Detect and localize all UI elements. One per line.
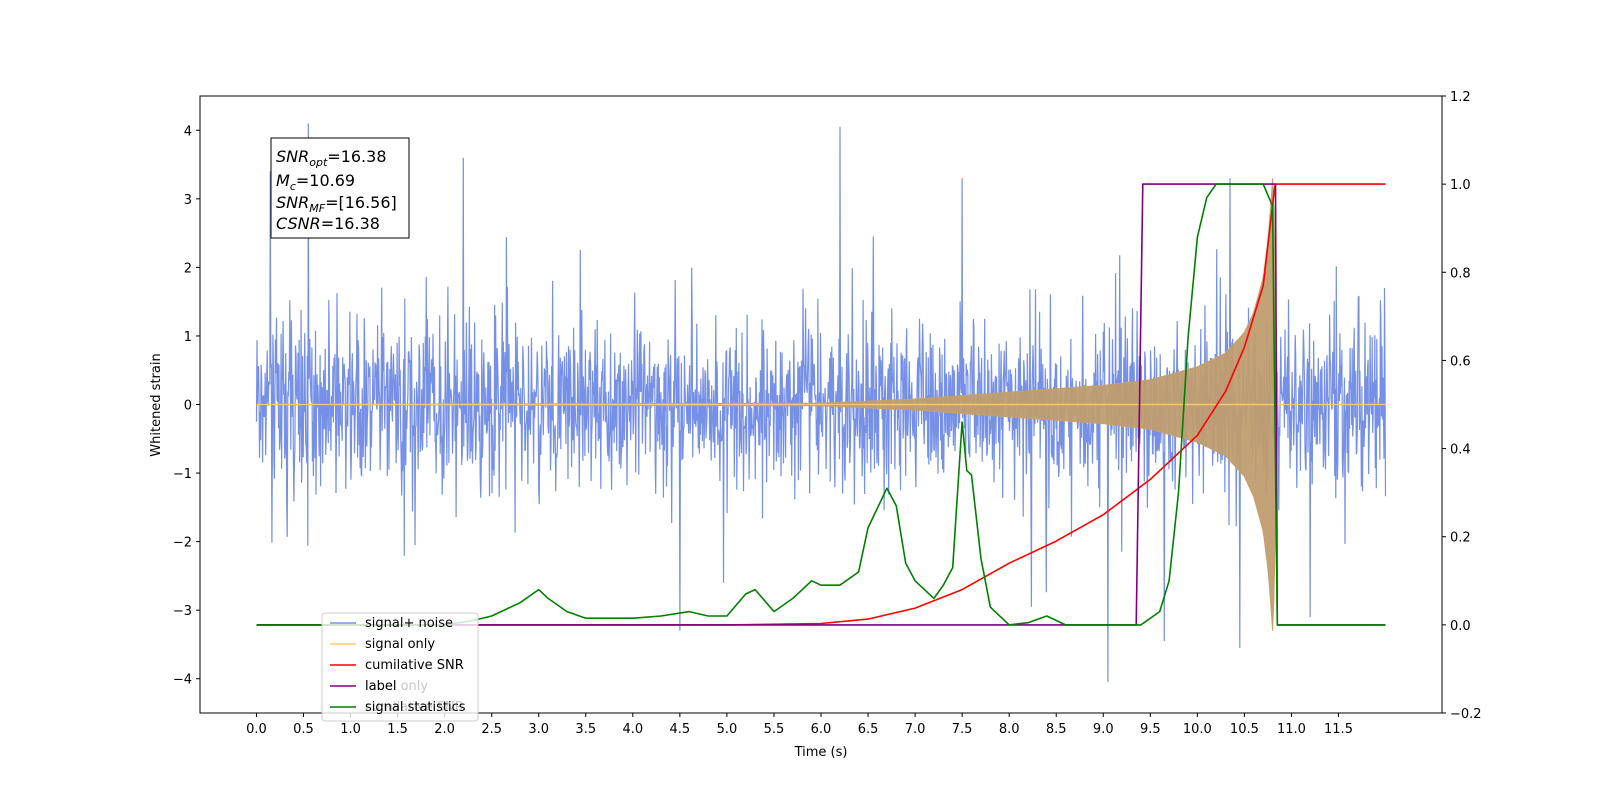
legend-ghost-label: cumilative SNR: [365, 700, 464, 715]
legend-label: signal+ noise: [365, 616, 453, 631]
x-tick-label: 2.0: [434, 722, 455, 737]
x-tick-label: 5.5: [764, 722, 785, 737]
x-tick-label: 2.5: [481, 722, 502, 737]
y-tick-label: 1: [184, 330, 192, 345]
legend-label: cumilative SNR: [365, 658, 464, 673]
x-tick-label: 10.0: [1183, 722, 1212, 737]
y2-tick-label: 0.2: [1450, 531, 1471, 546]
annotation-snr-mf: SNRMF=[16.56]: [276, 193, 397, 215]
x-tick-label: 9.0: [1093, 722, 1114, 737]
annotation-mc: Mc=10.69: [276, 171, 355, 193]
y-tick-label: 4: [184, 124, 192, 139]
y2-tick-label: 1.0: [1450, 178, 1471, 193]
y-tick-label: −2: [173, 536, 192, 551]
annotation-csnr: CSNR=16.38: [276, 214, 380, 233]
y2-tick-label: 1.2: [1450, 90, 1471, 105]
x-tick-label: 7.5: [952, 722, 973, 737]
legend: label only cumilative SNR signal+ noise s…: [321, 612, 479, 722]
series-cumilative-snr: [256, 183, 1386, 626]
y-tick-label: −3: [173, 604, 192, 619]
x-tick-label: 6.0: [811, 722, 832, 737]
x-tick-label: 8.0: [999, 722, 1020, 737]
plot-series: [255, 123, 1387, 683]
x-tick-label: 1.5: [387, 722, 408, 737]
x-tick-label: 5.0: [717, 722, 738, 737]
y2-tick-label: 0.4: [1450, 443, 1471, 458]
series-signal-statistics: [256, 183, 1386, 626]
y-tick-label: 0: [184, 399, 192, 414]
x-tick-label: 3.5: [575, 722, 596, 737]
x-tick-label: 1.0: [340, 722, 361, 737]
annotation-box: SNRopt=16.38 Mc=10.69 SNRMF=[16.56] CSNR…: [270, 137, 410, 239]
legend-label: signal only: [365, 637, 435, 652]
x-tick-label: 7.0: [905, 722, 926, 737]
legend-label: label: [365, 679, 396, 694]
y-axis-label: Whitened strain: [149, 353, 164, 456]
x-tick-label: 8.5: [1046, 722, 1067, 737]
legend-frame: [321, 612, 479, 722]
axes: 0.0 0.5 1.0 1.5 2.0 2.5 3.0 3.5 4.0 4.5 5.0 5.5 6.0 6…: [173, 90, 1482, 737]
x-axis-label: Time (s): [794, 745, 848, 760]
legend-label: signal statistics: [365, 700, 466, 715]
x-tick-label: 10.5: [1230, 722, 1259, 737]
y-tick-label: 3: [184, 193, 192, 208]
x-tick-label: 0.5: [293, 722, 314, 737]
y2-tick-label: −0.2: [1450, 707, 1482, 722]
y2-tick-label: 0.8: [1450, 266, 1471, 281]
y-tick-label: −4: [173, 673, 192, 688]
y-tick-label: 2: [184, 261, 192, 276]
annotation-snr-opt: SNRopt=16.38: [276, 147, 387, 169]
y2-tick-label: 0.6: [1450, 354, 1471, 369]
x-tick-label: 9.5: [1140, 722, 1161, 737]
x-tick-label: 6.5: [858, 722, 879, 737]
x-tick-label: 0.0: [246, 722, 267, 737]
legend-ghost-label: label only: [365, 679, 428, 694]
y-tick-label: −1: [173, 467, 192, 482]
x-tick-label: 3.0: [528, 722, 549, 737]
x-tick-label: 11.5: [1324, 722, 1353, 737]
x-tick-label: 11.0: [1277, 722, 1306, 737]
x-tick-label: 4.0: [622, 722, 643, 737]
y2-tick-label: 0.0: [1450, 619, 1471, 634]
x-tick-label: 4.5: [670, 722, 691, 737]
